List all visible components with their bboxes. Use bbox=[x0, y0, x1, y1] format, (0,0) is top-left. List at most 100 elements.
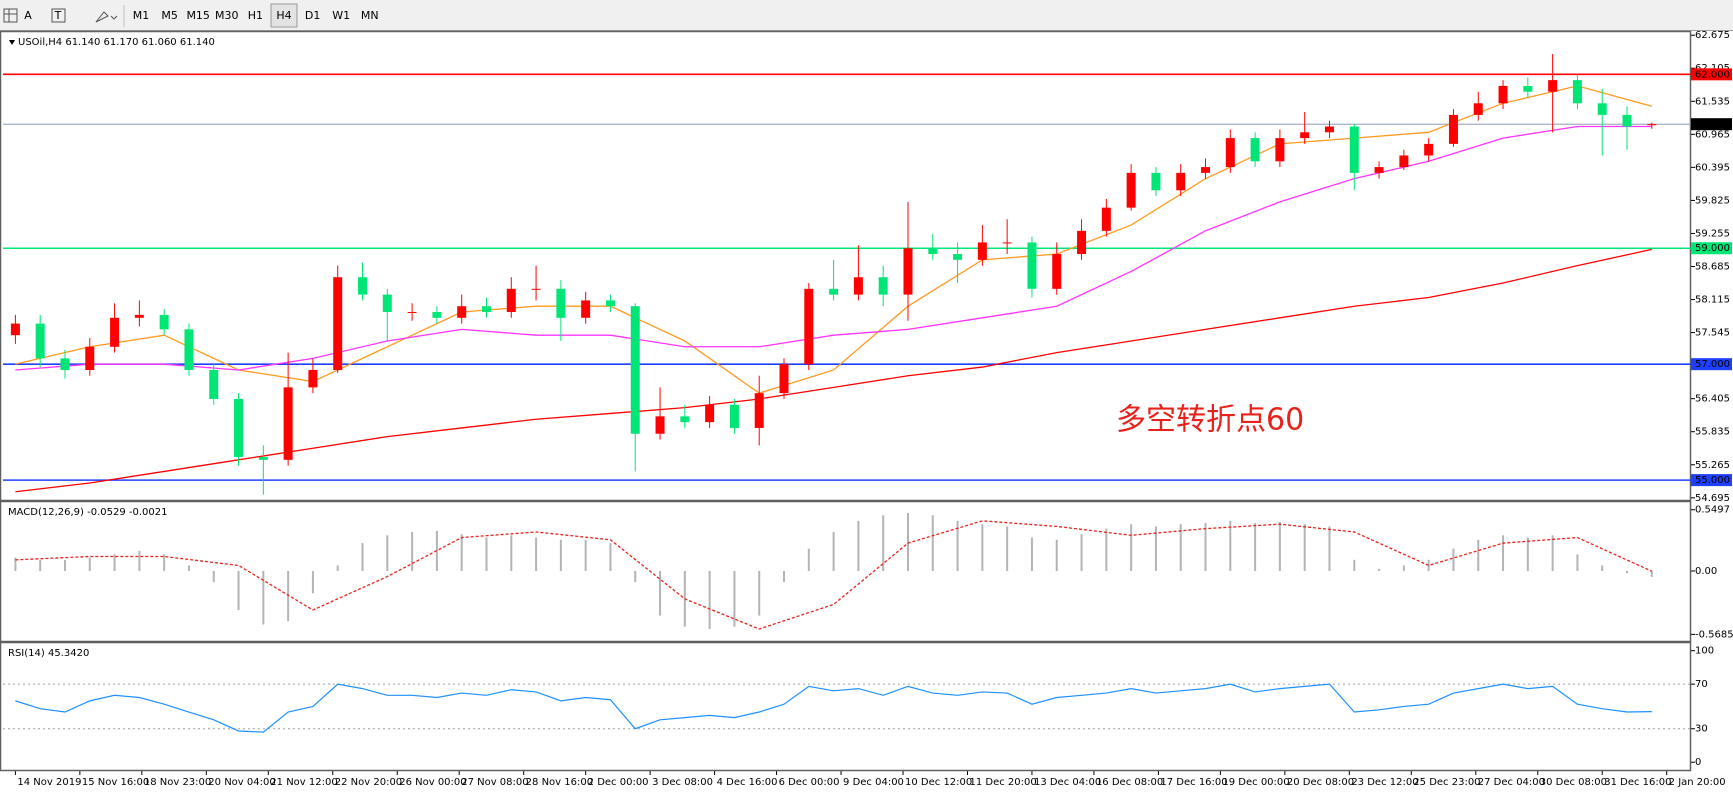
x-tick-label: 28 Nov 16:00 bbox=[526, 777, 593, 788]
x-tick-label: 21 Nov 12:00 bbox=[270, 777, 337, 788]
candle-body bbox=[258, 456, 268, 460]
histogram-bar bbox=[311, 570, 314, 594]
x-tick-label: 22 Nov 20:00 bbox=[335, 777, 402, 788]
candle-body bbox=[10, 323, 20, 336]
draw-tool-icon[interactable] bbox=[95, 11, 118, 23]
candle-body bbox=[1201, 167, 1211, 173]
candle-body bbox=[605, 300, 615, 307]
tool-button[interactable]: T bbox=[54, 9, 62, 22]
histogram-bar bbox=[708, 570, 711, 629]
x-tick-label: 2 Dec 00:00 bbox=[588, 777, 649, 788]
histogram-bar bbox=[1477, 539, 1480, 571]
candle-body bbox=[1349, 126, 1359, 173]
candle-body bbox=[60, 358, 70, 370]
histogram-bar bbox=[634, 570, 637, 583]
histogram-bar bbox=[14, 557, 17, 571]
y-tick-label: -0.5685 bbox=[1695, 629, 1733, 640]
level-label: 59.000 bbox=[1695, 243, 1730, 254]
timeframe-button[interactable]: D1 bbox=[305, 9, 320, 22]
x-tick-label: 9 Dec 04:00 bbox=[843, 777, 904, 788]
candle-body bbox=[159, 314, 169, 330]
x-tick-label: 20 Dec 08:00 bbox=[1287, 777, 1354, 788]
collapse-arrow[interactable] bbox=[9, 40, 15, 45]
y-tick-label: 55.265 bbox=[1695, 460, 1730, 471]
level-label-bg bbox=[1691, 118, 1732, 131]
y-tick-label: 60.395 bbox=[1695, 162, 1730, 173]
candle-body bbox=[1622, 114, 1632, 127]
candle-body bbox=[1572, 80, 1582, 104]
histogram-bar bbox=[931, 515, 934, 571]
histogram-bar bbox=[39, 559, 42, 571]
timeframe-button[interactable]: W1 bbox=[332, 9, 350, 22]
x-tick-label: 11 Dec 20:00 bbox=[969, 777, 1036, 788]
level-label-bg bbox=[1691, 242, 1732, 255]
candle-body bbox=[1176, 172, 1186, 191]
histogram-bar bbox=[1105, 528, 1108, 571]
histogram-bar bbox=[981, 524, 984, 571]
x-tick-label: 31 Dec 16:00 bbox=[1604, 777, 1671, 788]
timeframe-button[interactable]: M1 bbox=[133, 9, 150, 22]
rsi-line bbox=[15, 683, 1652, 733]
candle-body bbox=[1077, 230, 1087, 255]
candle-body bbox=[481, 306, 491, 313]
candle-body bbox=[903, 248, 913, 295]
candle-body bbox=[1225, 138, 1235, 168]
x-tick-label: 2 Jan 20:00 bbox=[1669, 777, 1726, 788]
candle-body bbox=[1126, 172, 1136, 208]
pane-border bbox=[0, 641, 1692, 772]
candle-body bbox=[1275, 138, 1285, 162]
timeframe-button[interactable]: H4 bbox=[276, 9, 291, 22]
x-tick-label: 27 Nov 08:00 bbox=[461, 777, 528, 788]
y-tick-label: 57.545 bbox=[1695, 328, 1730, 339]
timeframe-button[interactable]: H1 bbox=[248, 9, 263, 22]
y-tick-label: 0.00 bbox=[1695, 566, 1717, 577]
histogram-bar bbox=[187, 565, 190, 571]
menu-icon[interactable] bbox=[3, 8, 18, 23]
candle-body bbox=[1151, 172, 1161, 191]
x-tick-label: 30 Dec 08:00 bbox=[1540, 777, 1607, 788]
candle-body bbox=[705, 404, 715, 423]
candle-body bbox=[234, 398, 244, 457]
histogram-bar bbox=[1526, 537, 1529, 571]
candle-body bbox=[878, 277, 888, 295]
histogram-bar bbox=[1055, 539, 1058, 571]
x-tick-label: 23 Dec 12:00 bbox=[1351, 777, 1418, 788]
level-label: 55.000 bbox=[1695, 475, 1730, 486]
timeframe-button[interactable]: M5 bbox=[161, 9, 178, 22]
histogram-bar bbox=[857, 520, 860, 571]
pane-border bbox=[0, 500, 1692, 643]
y-tick-label: 59.255 bbox=[1695, 228, 1730, 239]
timeframe-button[interactable]: MN bbox=[361, 9, 379, 22]
candle-body bbox=[779, 364, 789, 394]
tool-button[interactable]: A bbox=[24, 9, 32, 22]
histogram-bar bbox=[88, 557, 91, 571]
histogram-bar bbox=[63, 559, 66, 571]
toolbar-buttons: A T M1 M5 M15 M30 H1 H4 D1 W1 MN bbox=[24, 3, 379, 28]
level-label: 57.000 bbox=[1695, 359, 1730, 370]
histogram-bar bbox=[1254, 523, 1257, 571]
tool-frame bbox=[51, 8, 66, 23]
histogram-bar bbox=[1179, 524, 1182, 571]
candle-body bbox=[1027, 242, 1037, 289]
histogram-bar bbox=[1328, 526, 1331, 571]
histogram-bar bbox=[1502, 535, 1505, 571]
candle-body bbox=[531, 288, 541, 290]
y-tick-label: 54.695 bbox=[1695, 493, 1730, 504]
histogram-bar bbox=[832, 531, 835, 571]
x-tick-label: 27 Dec 04:00 bbox=[1478, 777, 1545, 788]
timeframe-button[interactable]: M15 bbox=[186, 9, 210, 22]
timeframe-button[interactable]: M30 bbox=[215, 9, 239, 22]
histogram-bar bbox=[1278, 521, 1281, 571]
x-tick-label: 14 Nov 2019 bbox=[17, 777, 81, 788]
pane-border bbox=[0, 30, 1692, 502]
chart-area: 62.67562.10561.53560.96560.39559.82559.2… bbox=[0, 30, 1733, 788]
histogram-bar bbox=[733, 570, 736, 627]
level-label-bg bbox=[1691, 68, 1732, 81]
candle-body bbox=[1548, 80, 1558, 92]
candle-body bbox=[432, 312, 442, 318]
histogram-bar bbox=[609, 543, 612, 571]
candle-body bbox=[953, 254, 963, 260]
x-tick-label: 18 Nov 23:00 bbox=[144, 777, 211, 788]
candle-body bbox=[804, 288, 814, 365]
